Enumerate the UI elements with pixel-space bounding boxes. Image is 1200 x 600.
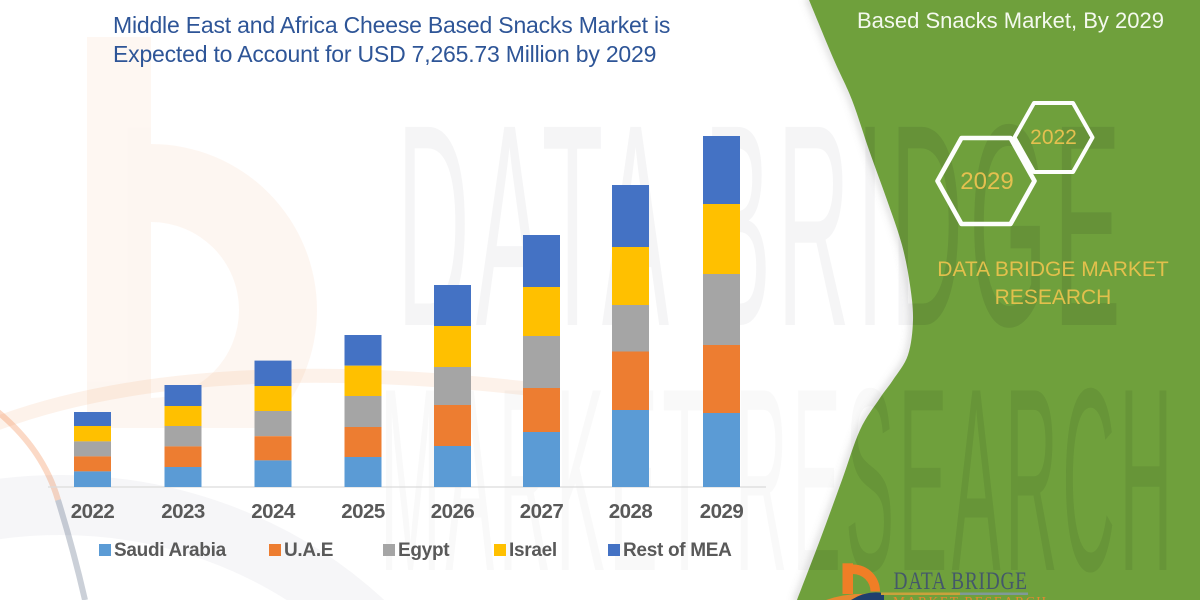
svg-text:2029: 2029	[700, 500, 744, 523]
svg-text:2022: 2022	[1030, 126, 1077, 149]
svg-text:DATA BRIDGE MARKET: DATA BRIDGE MARKET	[937, 258, 1169, 281]
svg-text:U.A.E: U.A.E	[284, 540, 333, 561]
svg-text:Egypt: Egypt	[398, 540, 450, 561]
svg-text:2026: 2026	[431, 500, 475, 523]
svg-text:2022: 2022	[71, 500, 115, 523]
svg-text:DATA BRIDGE: DATA BRIDGE	[894, 566, 1028, 594]
svg-text:Expected to Account for USD 7,: Expected to Account for USD 7,265.73 Mil…	[113, 41, 656, 67]
svg-text:Rest of MEA: Rest of MEA	[623, 540, 732, 561]
svg-text:Israel: Israel	[509, 540, 557, 561]
svg-text:MARKET RESEARCH: MARKET RESEARCH	[893, 594, 1048, 600]
svg-text:2024: 2024	[251, 500, 296, 523]
svg-text:Middle East and Africa Cheese: Middle East and Africa Cheese Based Snac…	[113, 12, 670, 38]
svg-text:2027: 2027	[520, 500, 564, 523]
svg-text:Saudi Arabia: Saudi Arabia	[114, 540, 227, 561]
svg-text:2029: 2029	[960, 168, 1013, 195]
svg-text:2023: 2023	[161, 500, 205, 523]
svg-text:2025: 2025	[341, 500, 385, 523]
svg-text:Based Snacks Market, By 2029: Based Snacks Market, By 2029	[857, 8, 1164, 33]
svg-text:RESEARCH: RESEARCH	[995, 286, 1112, 309]
svg-text:2028: 2028	[609, 500, 653, 523]
